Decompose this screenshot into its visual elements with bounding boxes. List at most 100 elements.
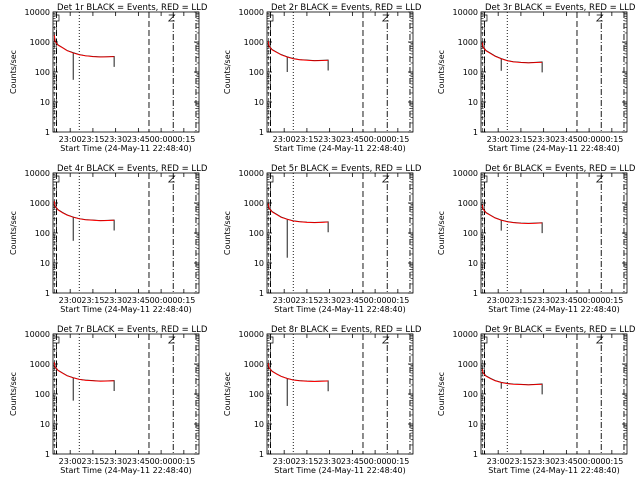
lld-line [53, 35, 115, 58]
x-tick-label: 00:15 [172, 457, 195, 466]
x-axis-label: Start Time (24-May-11 22:48:40) [488, 144, 619, 153]
y-axis-label: Counts/sec [437, 211, 446, 255]
panel-6: Det 6r BLACK = Events, RED = LLD 1 10 100 10… [437, 164, 636, 314]
plot-frame [52, 172, 200, 294]
x-tick-label: 00:00 [364, 296, 387, 305]
x-axis-label: Start Time (24-May-11 22:48:40) [60, 305, 191, 314]
y-tick-label: 1 [473, 450, 478, 459]
y-tick-label: 10000 [453, 8, 478, 17]
x-axis-label: Start Time (24-May-11 22:48:40) [488, 466, 619, 475]
events-line [481, 41, 543, 73]
x-tick-label: 23:45 [555, 457, 578, 466]
x-axis-label: Start Time (24-May-11 22:48:40) [274, 466, 405, 475]
panel-2: Det 2r BLACK = Events, RED = LLD 1 10 100 10… [223, 3, 422, 153]
panel-title: Det 6r BLACK = Events, RED = LLD [485, 164, 636, 174]
y-tick-label: 100 [35, 229, 50, 238]
x-tick-label: 23:15 [81, 296, 104, 305]
corner-glyph [482, 175, 488, 183]
x-tick-label: 23:00 [487, 296, 510, 305]
panel-title: Det 3r BLACK = Events, RED = LLD [485, 3, 636, 13]
y-tick-label: 1000 [30, 38, 50, 47]
x-tick-label: 23:30 [532, 135, 555, 144]
x-tick-label: 23:00 [59, 296, 82, 305]
x-tick-label: 23:45 [341, 135, 364, 144]
x-axis-label: Start Time (24-May-11 22:48:40) [60, 144, 191, 153]
x-tick-label: 00:15 [386, 135, 409, 144]
x-tick-label: 23:00 [273, 457, 296, 466]
x-tick-label: 00:00 [150, 135, 173, 144]
y-tick-label: 100 [463, 68, 478, 77]
panel-7: Det 7r BLACK = Events, RED = LLD 1 10 100 10… [9, 325, 208, 475]
panel-9: Det 9r BLACK = Events, RED = LLD 1 10 100 10… [437, 325, 636, 475]
plot-frame [266, 333, 414, 455]
y-tick-label: 1000 [244, 360, 264, 369]
y-tick-label: 10000 [25, 8, 50, 17]
y-tick-label: 1000 [458, 360, 478, 369]
x-tick-label: 23:30 [318, 457, 341, 466]
y-tick-label: 1 [259, 450, 264, 459]
y-tick-label: 100 [249, 390, 264, 399]
saa-glyph [167, 14, 176, 22]
panel-5: Det 5r BLACK = Events, RED = LLD 1 10 100 10… [223, 164, 422, 314]
y-tick-label: 1000 [244, 199, 264, 208]
corner-glyph [482, 14, 488, 22]
saa-glyph [381, 14, 390, 22]
x-tick-label: 00:00 [150, 457, 173, 466]
y-tick-label: 10 [40, 98, 50, 107]
y-tick-label: 10000 [239, 330, 264, 339]
panel-title: Det 9r BLACK = Events, RED = LLD [485, 325, 636, 335]
x-tick-label: 23:30 [104, 135, 127, 144]
events-line [267, 362, 329, 392]
x-tick-label: 23:30 [318, 135, 341, 144]
lld-line [481, 204, 543, 225]
x-tick-label: 23:15 [81, 457, 104, 466]
panel-title: Det 2r BLACK = Events, RED = LLD [271, 3, 422, 13]
y-tick-label: 10 [40, 420, 50, 429]
x-tick-label: 23:45 [341, 296, 364, 305]
plot-frame [480, 333, 628, 455]
y-tick-label: 10 [40, 259, 50, 268]
x-tick-label: 00:00 [364, 135, 387, 144]
plot-frame [266, 172, 414, 294]
x-tick-label: 23:15 [295, 135, 318, 144]
x-tick-label: 23:00 [487, 135, 510, 144]
events-line [481, 368, 543, 395]
x-axis-label: Start Time (24-May-11 22:48:40) [60, 466, 191, 475]
y-tick-label: 10 [254, 420, 264, 429]
y-tick-label: 100 [463, 229, 478, 238]
saa-glyph [167, 175, 176, 183]
y-tick-label: 1 [45, 450, 50, 459]
plot-frame [480, 172, 628, 294]
plot-frame [266, 11, 414, 133]
y-tick-label: 1 [473, 128, 478, 137]
panel-3: Det 3r BLACK = Events, RED = LLD 1 10 100 10… [437, 3, 636, 153]
x-tick-label: 00:15 [172, 296, 195, 305]
x-tick-label: 23:30 [532, 457, 555, 466]
saa-glyph [595, 175, 604, 183]
y-axis-label: Counts/sec [9, 372, 18, 416]
corner-glyph [268, 14, 274, 22]
y-axis-label: Counts/sec [437, 50, 446, 94]
y-axis-label: Counts/sec [9, 211, 18, 255]
panel-4: Det 4r BLACK = Events, RED = LLD 1 10 100 10… [9, 164, 208, 314]
panel-title: Det 4r BLACK = Events, RED = LLD [57, 164, 208, 174]
lld-line [267, 41, 329, 62]
lld-line [53, 201, 115, 222]
y-tick-label: 1 [45, 289, 50, 298]
y-tick-label: 1 [45, 128, 50, 137]
saa-glyph [167, 336, 176, 344]
saa-glyph [595, 14, 604, 22]
corner-glyph [268, 336, 274, 344]
corner-glyph [54, 336, 60, 344]
x-tick-label: 23:15 [295, 457, 318, 466]
x-tick-label: 00:15 [172, 135, 195, 144]
corner-glyph [54, 14, 60, 22]
y-tick-label: 10000 [239, 8, 264, 17]
x-tick-label: 23:45 [341, 457, 364, 466]
x-tick-label: 00:00 [578, 135, 601, 144]
lld-line [481, 42, 543, 64]
y-tick-label: 10000 [453, 169, 478, 178]
corner-glyph [54, 175, 60, 183]
y-tick-label: 10 [468, 420, 478, 429]
corner-glyph [482, 336, 488, 344]
